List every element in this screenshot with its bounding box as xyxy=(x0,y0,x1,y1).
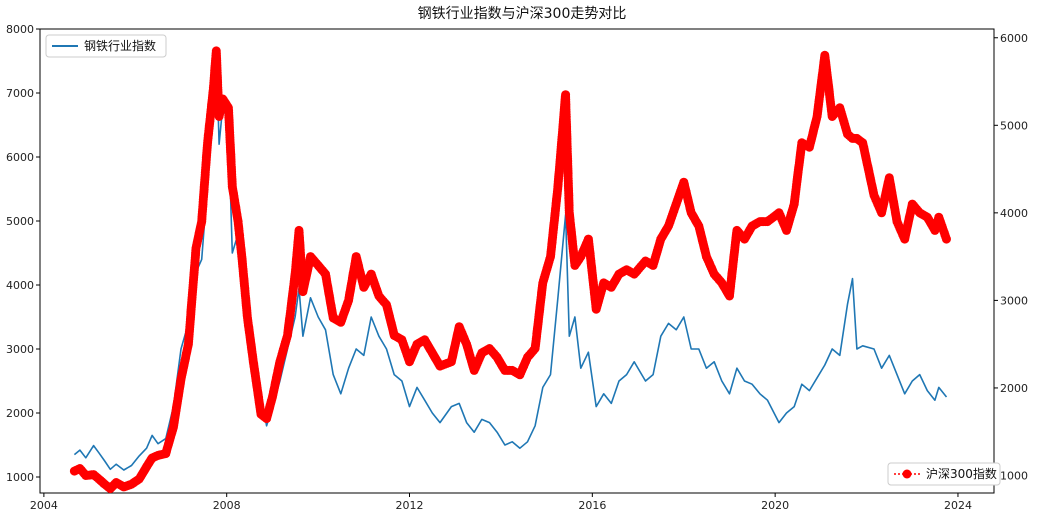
x-tick-label: 2004 xyxy=(30,499,58,512)
x-tick-label: 2016 xyxy=(578,499,606,512)
y-right-tick-5000: 5000 xyxy=(994,119,1028,132)
y-right-tick-label: 2000 xyxy=(1000,382,1028,395)
y-left-tick-label: 8000 xyxy=(6,23,34,36)
y-left-tick-6000: 6000 xyxy=(6,151,40,164)
x-tick-label: 2008 xyxy=(213,499,241,512)
y-left-tick-label: 3000 xyxy=(6,343,34,356)
legend-csi300-label: 沪深300指数 xyxy=(926,466,997,481)
x-tick-label: 2024 xyxy=(944,499,972,512)
y-left-tick-2000: 2000 xyxy=(6,407,40,420)
y-right-tick-label: 5000 xyxy=(1000,119,1028,132)
x-tick-2016: 2016 xyxy=(578,493,606,512)
plot-frame xyxy=(39,28,995,494)
series-point-csi300 xyxy=(941,234,951,244)
x-tick-2020: 2020 xyxy=(761,493,789,512)
y-left-tick-label: 6000 xyxy=(6,151,34,164)
chart-title: 钢铁行业指数与沪深300走势对比 xyxy=(418,6,627,22)
y-axis-right: 1000 2000 3000 4000 5000 6000 xyxy=(994,32,1028,482)
legend-csi300: 沪深300指数 xyxy=(887,462,1001,486)
y-left-tick-5000: 5000 xyxy=(6,215,40,228)
series-layer xyxy=(69,46,951,494)
legend-csi300-box xyxy=(887,462,1001,486)
y-left-tick-7000: 7000 xyxy=(6,87,40,100)
legend-steel-label: 钢铁行业指数 xyxy=(84,38,156,53)
legend-steel: 钢铁行业指数 xyxy=(45,34,167,58)
x-axis: 2004 2008 2012 2016 2020 2024 xyxy=(30,493,972,512)
x-tick-label: 2012 xyxy=(396,499,424,512)
x-tick-label: 2020 xyxy=(761,499,789,512)
y-left-tick-label: 2000 xyxy=(6,407,34,420)
y-axis-left: 1000 2000 3000 4000 5000 6000 7000 8000 xyxy=(6,23,40,484)
legend-steel-box xyxy=(45,34,167,58)
series-csi300 xyxy=(69,46,951,494)
y-right-tick-6000: 6000 xyxy=(994,32,1028,45)
y-left-tick-label: 5000 xyxy=(6,215,34,228)
y-right-tick-2000: 2000 xyxy=(994,382,1028,395)
y-left-tick-4000: 4000 xyxy=(6,279,40,292)
y-right-tick-3000: 3000 xyxy=(994,294,1028,307)
x-tick-2004: 2004 xyxy=(30,493,58,512)
y-right-tick-label: 1000 xyxy=(1000,469,1028,482)
y-left-tick-label: 4000 xyxy=(6,279,34,292)
y-left-tick-3000: 3000 xyxy=(6,343,40,356)
legend-csi300-swatch-marker xyxy=(902,469,912,479)
y-left-tick-8000: 8000 xyxy=(6,23,40,36)
y-right-tick-label: 3000 xyxy=(1000,294,1028,307)
y-right-tick-4000: 4000 xyxy=(994,207,1028,220)
y-left-tick-label: 7000 xyxy=(6,87,34,100)
y-left-tick-1000: 1000 xyxy=(6,471,40,484)
y-right-tick-label: 6000 xyxy=(1000,32,1028,45)
x-tick-2008: 2008 xyxy=(213,493,241,512)
y-left-tick-label: 1000 xyxy=(6,471,34,484)
y-right-tick-label: 4000 xyxy=(1000,207,1028,220)
x-tick-2012: 2012 xyxy=(396,493,424,512)
x-tick-2024: 2024 xyxy=(944,493,972,512)
